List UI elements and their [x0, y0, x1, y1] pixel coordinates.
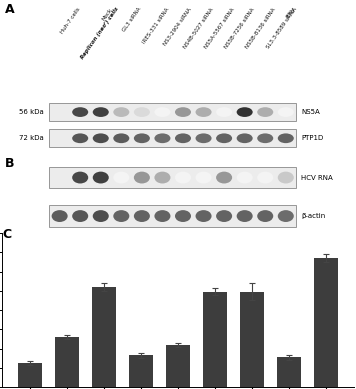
Ellipse shape [113, 172, 129, 184]
Ellipse shape [113, 107, 129, 117]
Ellipse shape [175, 172, 191, 184]
Ellipse shape [93, 210, 109, 222]
Ellipse shape [72, 172, 88, 184]
Text: Mock: Mock [101, 7, 113, 21]
FancyBboxPatch shape [49, 130, 296, 147]
Ellipse shape [93, 133, 109, 143]
Ellipse shape [278, 133, 294, 143]
Text: GL3 siRNA: GL3 siRNA [121, 7, 142, 33]
Ellipse shape [155, 172, 171, 184]
Ellipse shape [257, 133, 273, 143]
Text: SL3.3-8589 siRNA: SL3.3-8589 siRNA [265, 7, 297, 49]
Text: 72 kDa: 72 kDa [19, 135, 44, 141]
Ellipse shape [195, 107, 211, 117]
Ellipse shape [257, 210, 273, 222]
Ellipse shape [278, 107, 294, 117]
Ellipse shape [195, 133, 211, 143]
Ellipse shape [195, 210, 211, 222]
Ellipse shape [175, 107, 191, 117]
Ellipse shape [237, 172, 253, 184]
FancyBboxPatch shape [49, 167, 296, 188]
Text: NS5B-8136 siRNA: NS5B-8136 siRNA [245, 7, 277, 49]
Ellipse shape [257, 107, 273, 117]
Ellipse shape [134, 133, 150, 143]
Bar [129, 355, 153, 387]
Text: 56 kDa: 56 kDa [19, 109, 44, 115]
Ellipse shape [72, 133, 88, 143]
Ellipse shape [72, 107, 88, 117]
Text: C: C [3, 228, 12, 241]
Bar [55, 337, 79, 387]
Ellipse shape [257, 172, 273, 184]
Text: PTP1D: PTP1D [301, 135, 324, 141]
Text: IRES-331 siRNA: IRES-331 siRNA [142, 7, 171, 44]
Text: NS3-2904 siRNA: NS3-2904 siRNA [162, 7, 192, 46]
Ellipse shape [155, 133, 171, 143]
Bar [203, 292, 227, 387]
Bar [92, 287, 116, 387]
Text: β-actin: β-actin [301, 213, 326, 219]
Text: NS5A: NS5A [301, 109, 320, 115]
Ellipse shape [113, 133, 129, 143]
Ellipse shape [175, 133, 191, 143]
Text: Replicon (neoʳ) cells: Replicon (neoʳ) cells [80, 7, 120, 60]
Ellipse shape [216, 172, 232, 184]
Ellipse shape [278, 172, 294, 184]
Ellipse shape [72, 210, 88, 222]
Ellipse shape [93, 107, 109, 117]
Ellipse shape [195, 172, 211, 184]
Text: NS5B-7256 siRNA: NS5B-7256 siRNA [224, 7, 256, 49]
Text: Huh-7 cells: Huh-7 cells [60, 7, 81, 35]
Ellipse shape [134, 210, 150, 222]
Text: A: A [5, 4, 15, 16]
Ellipse shape [113, 210, 129, 222]
Bar [314, 258, 338, 387]
Ellipse shape [216, 107, 232, 117]
Ellipse shape [237, 210, 253, 222]
FancyBboxPatch shape [49, 205, 296, 227]
Ellipse shape [155, 210, 171, 222]
Ellipse shape [175, 210, 191, 222]
Ellipse shape [278, 210, 294, 222]
Ellipse shape [155, 107, 171, 117]
Text: NS5A-5567 siRNA: NS5A-5567 siRNA [204, 7, 235, 49]
Bar [166, 345, 190, 387]
Text: HCV RNA: HCV RNA [301, 175, 333, 180]
Text: NS4B-5027 siRNA: NS4B-5027 siRNA [183, 7, 215, 49]
Bar [240, 292, 264, 387]
Ellipse shape [52, 210, 68, 222]
Ellipse shape [134, 172, 150, 184]
FancyBboxPatch shape [49, 103, 296, 121]
Bar [277, 357, 301, 387]
Bar [18, 363, 42, 387]
Ellipse shape [216, 210, 232, 222]
Ellipse shape [93, 172, 109, 184]
Text: IFNγ: IFNγ [286, 7, 297, 19]
Ellipse shape [237, 107, 253, 117]
Ellipse shape [134, 107, 150, 117]
Ellipse shape [237, 133, 253, 143]
Ellipse shape [216, 133, 232, 143]
Text: B: B [5, 157, 15, 170]
